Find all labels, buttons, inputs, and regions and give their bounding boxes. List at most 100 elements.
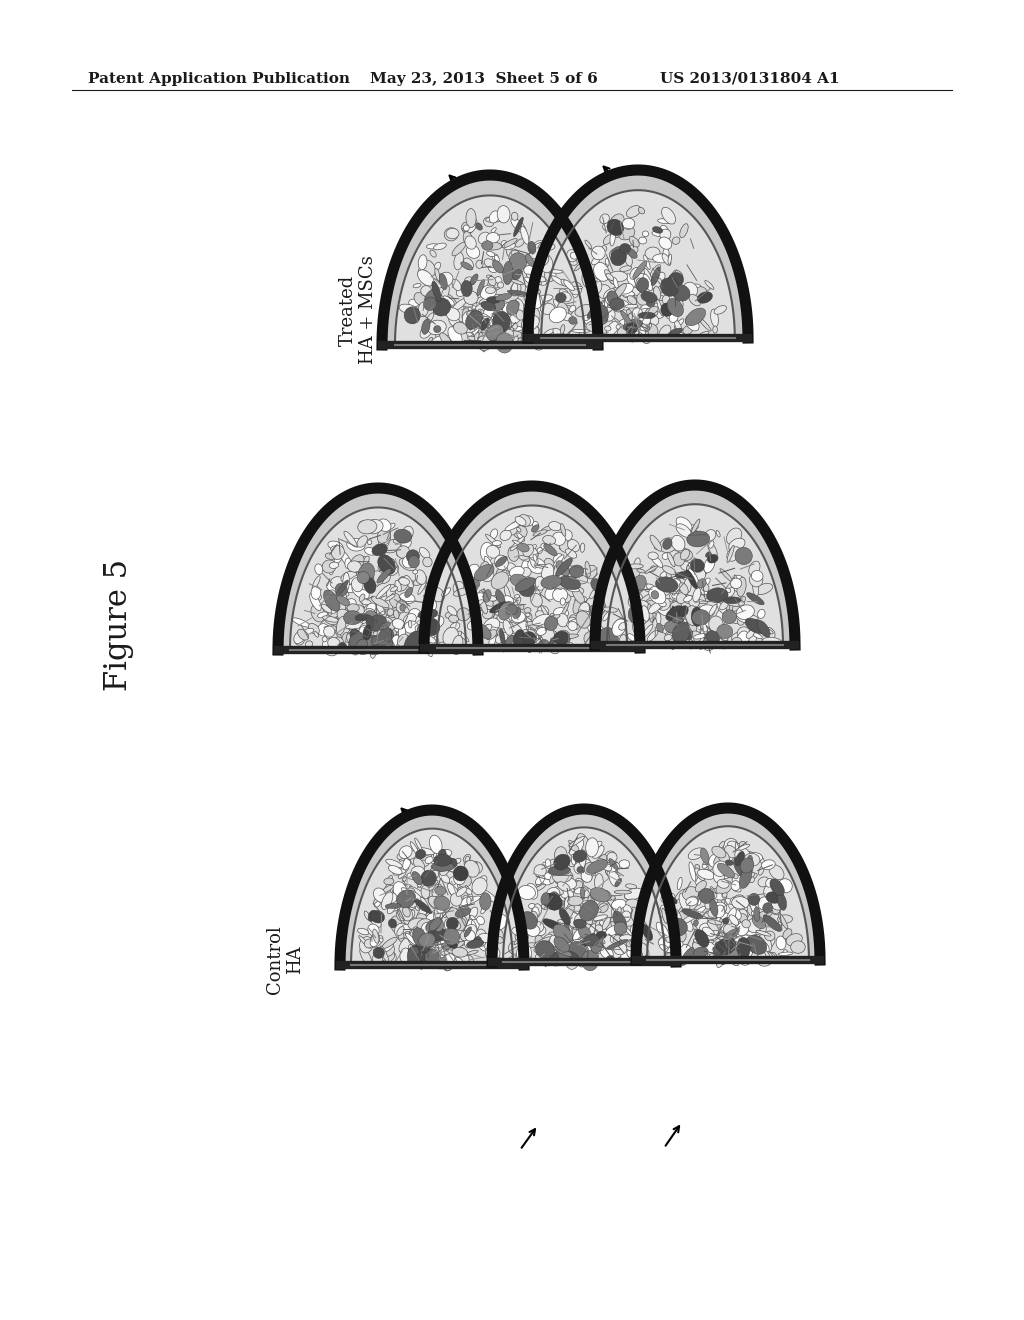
Ellipse shape [736,614,750,623]
Ellipse shape [412,871,422,884]
Ellipse shape [643,293,652,297]
Ellipse shape [382,886,393,892]
Ellipse shape [482,242,502,249]
Ellipse shape [423,953,430,958]
Ellipse shape [686,626,697,638]
Polygon shape [395,195,585,345]
Ellipse shape [736,605,755,619]
Ellipse shape [667,626,685,635]
Ellipse shape [365,640,381,655]
Ellipse shape [447,327,462,345]
Ellipse shape [531,525,539,532]
Ellipse shape [483,302,495,322]
Ellipse shape [483,890,497,903]
Ellipse shape [573,942,585,948]
Ellipse shape [311,586,321,599]
Ellipse shape [522,327,535,345]
Ellipse shape [579,908,589,921]
Ellipse shape [358,562,375,583]
Ellipse shape [361,619,380,632]
Ellipse shape [758,876,769,887]
Ellipse shape [398,626,406,639]
Ellipse shape [373,624,387,638]
Ellipse shape [629,236,639,247]
Ellipse shape [470,579,479,587]
Ellipse shape [385,903,401,908]
Ellipse shape [664,589,674,602]
Ellipse shape [430,945,439,958]
Ellipse shape [681,632,697,644]
Ellipse shape [553,631,569,645]
Ellipse shape [426,244,439,249]
Ellipse shape [324,626,335,638]
Ellipse shape [532,614,551,626]
Ellipse shape [465,576,475,585]
Ellipse shape [545,632,552,640]
Ellipse shape [656,623,664,632]
Ellipse shape [586,953,593,961]
Ellipse shape [422,923,435,935]
Ellipse shape [334,638,343,647]
Ellipse shape [457,607,470,620]
Ellipse shape [658,908,669,919]
Ellipse shape [487,329,499,343]
Ellipse shape [348,634,359,644]
Ellipse shape [371,636,381,647]
Ellipse shape [673,553,685,566]
Ellipse shape [387,609,393,616]
Ellipse shape [486,251,495,256]
Ellipse shape [579,933,595,952]
Ellipse shape [554,607,568,618]
Ellipse shape [421,945,436,958]
Ellipse shape [708,554,718,564]
Ellipse shape [464,861,477,867]
Ellipse shape [606,940,628,949]
Ellipse shape [719,870,730,879]
Ellipse shape [685,609,689,612]
Ellipse shape [734,896,748,911]
Ellipse shape [678,549,692,561]
Ellipse shape [734,850,743,863]
Ellipse shape [441,942,451,949]
Ellipse shape [597,928,607,941]
Ellipse shape [407,939,417,945]
Ellipse shape [726,942,738,960]
Ellipse shape [504,314,508,319]
Ellipse shape [462,222,472,235]
Ellipse shape [569,843,579,851]
Ellipse shape [702,636,716,651]
Ellipse shape [323,560,336,573]
Ellipse shape [486,595,502,611]
Ellipse shape [379,939,383,942]
Text: Control
HA: Control HA [265,925,304,994]
Ellipse shape [544,260,556,277]
Ellipse shape [591,937,603,953]
Ellipse shape [333,611,341,627]
Ellipse shape [681,913,698,924]
Ellipse shape [359,937,373,953]
Ellipse shape [357,579,376,590]
Ellipse shape [595,941,605,953]
Ellipse shape [631,319,646,331]
Ellipse shape [393,882,407,899]
Ellipse shape [574,880,581,887]
Ellipse shape [513,326,522,331]
Ellipse shape [791,941,805,953]
Ellipse shape [605,334,612,341]
Ellipse shape [735,548,753,565]
Ellipse shape [450,919,461,929]
Ellipse shape [687,531,710,546]
Ellipse shape [663,553,670,560]
Ellipse shape [482,610,494,619]
Ellipse shape [380,554,389,564]
Ellipse shape [474,331,488,345]
Polygon shape [382,176,598,345]
Ellipse shape [686,620,700,636]
Ellipse shape [604,300,608,308]
Ellipse shape [482,595,497,601]
Ellipse shape [722,948,737,957]
Ellipse shape [500,628,505,645]
Ellipse shape [709,541,714,548]
Ellipse shape [521,325,539,341]
Ellipse shape [475,223,482,230]
